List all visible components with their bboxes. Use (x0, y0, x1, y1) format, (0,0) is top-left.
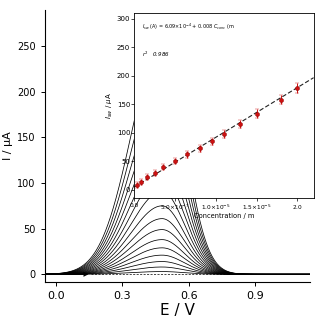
X-axis label: Concentration / m: Concentration / m (194, 213, 254, 219)
Y-axis label: $I_{sw}$ / $\mu$A: $I_{sw}$ / $\mu$A (105, 92, 115, 119)
Text: $r^2$   0.986: $r^2$ 0.986 (141, 50, 170, 59)
Y-axis label: I / μA: I / μA (3, 131, 13, 160)
Text: $I_{sw}$ (A) = 6.09$\times$10$^{-4}$ + 0.008 $C_{conc}$ (m: $I_{sw}$ (A) = 6.09$\times$10$^{-4}$ + 0… (141, 22, 234, 32)
X-axis label: E / V: E / V (160, 303, 195, 318)
